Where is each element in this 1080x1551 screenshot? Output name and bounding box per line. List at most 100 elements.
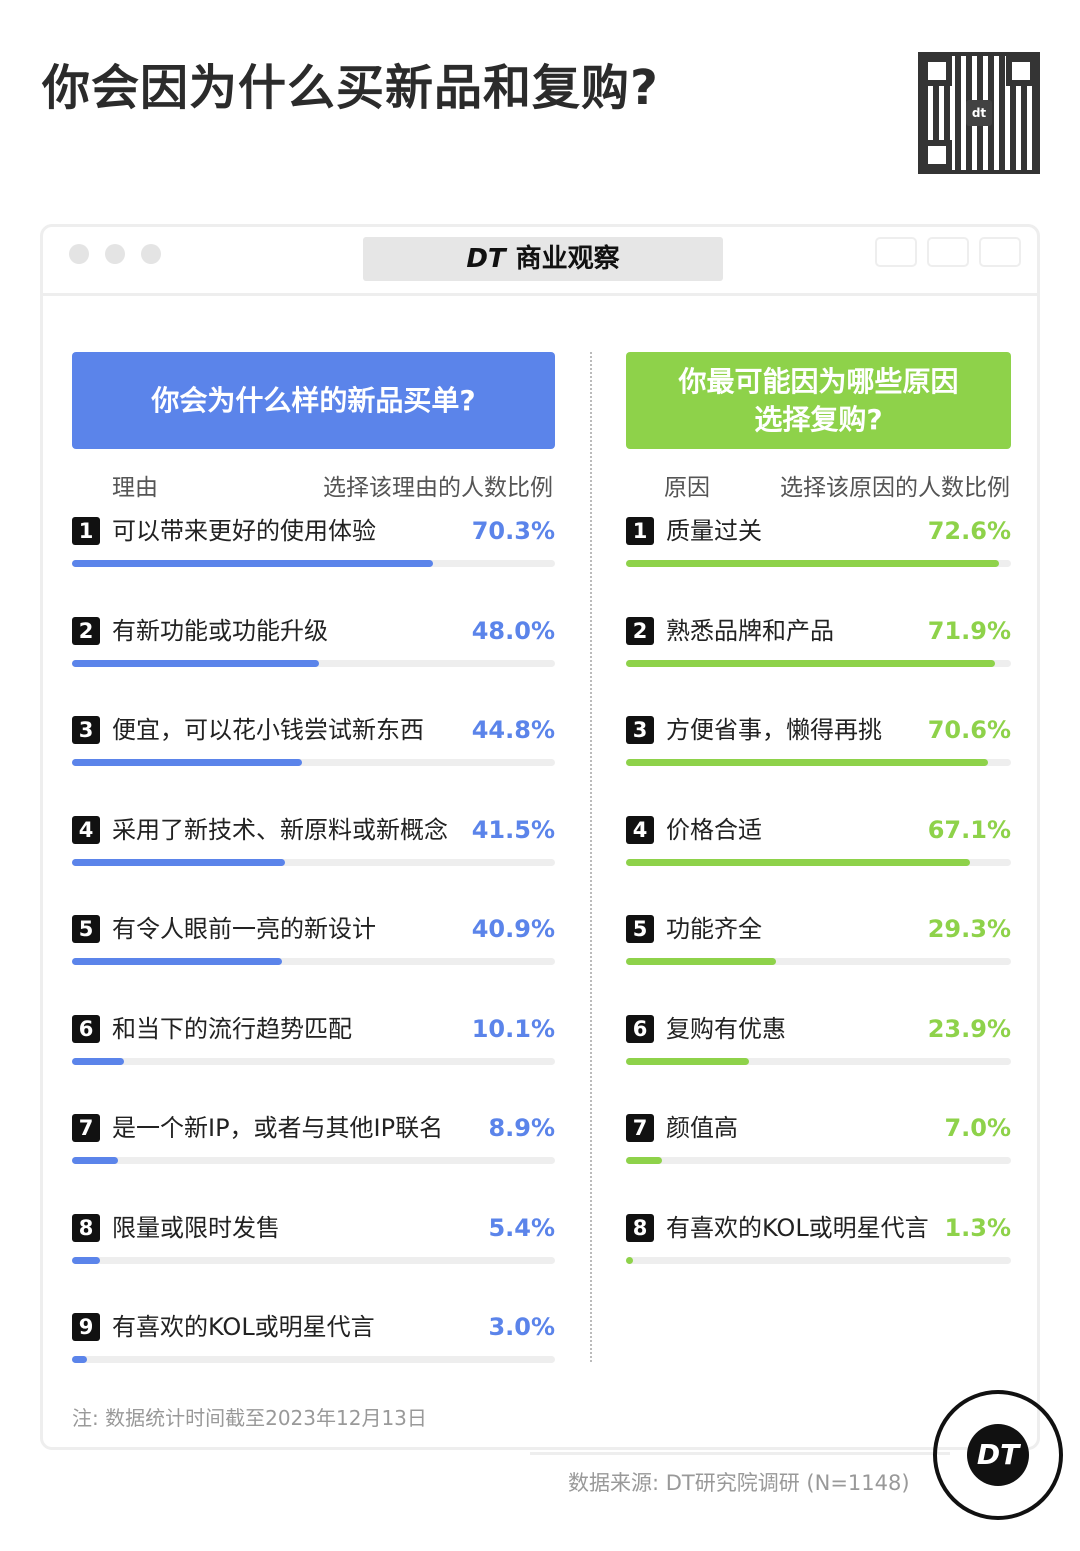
bar-track <box>626 1256 1011 1264</box>
rank-badge: 1 <box>626 517 654 545</box>
left-bar-row: 2 有新功能或功能升级 48.0% <box>72 614 555 667</box>
bar <box>626 560 999 567</box>
bar-track <box>626 659 1011 667</box>
bar <box>626 858 971 866</box>
value-label: 23.9% <box>927 1014 1011 1043</box>
qr-finder <box>922 56 952 86</box>
qr-code: dt <box>918 52 1040 174</box>
close-icon <box>69 244 89 264</box>
value-label: 67.1% <box>927 815 1011 844</box>
right-bar-row: 3 方便省事，懒得再挑 70.6% <box>626 713 1011 766</box>
value-label: 40.9% <box>471 915 555 943</box>
right-bar-row: 4 价格合适 67.1% <box>626 813 1011 866</box>
bar <box>626 958 777 965</box>
qr-finder <box>1006 56 1036 86</box>
category-label: 质量过关 <box>666 517 762 545</box>
rank-badge: 6 <box>72 1014 100 1043</box>
bar-track <box>72 1157 555 1164</box>
value-label: 48.0% <box>471 616 555 645</box>
left-panel-title: 你会为什么样的新品买单? <box>72 352 555 449</box>
value-label: 1.3% <box>944 1213 1011 1242</box>
brand-name: 商业观察 <box>515 244 620 274</box>
bar-track <box>72 659 555 667</box>
bar-track <box>626 560 1011 567</box>
brand-logo: DT <box>466 244 506 274</box>
value-label: 71.9% <box>927 616 1011 645</box>
right-bar-row: 1 质量过关 72.6% <box>626 514 1011 567</box>
bar <box>72 560 434 567</box>
category-label: 有令人眼前一亮的新设计 <box>112 915 376 943</box>
share-icon <box>927 237 969 267</box>
bar-track <box>72 560 555 567</box>
bar <box>626 759 989 766</box>
source-divider <box>530 1452 950 1455</box>
value-label: 8.9% <box>488 1114 555 1142</box>
category-label: 可以带来更好的使用体验 <box>112 517 376 545</box>
value-label: 10.1% <box>471 1014 555 1043</box>
badge-logo-text: DT <box>967 1424 1029 1486</box>
left-bar-row: 5 有令人眼前一亮的新设计 40.9% <box>72 912 555 965</box>
category-label: 熟悉品牌和产品 <box>666 616 834 645</box>
category-label: 颜值高 <box>666 1114 738 1142</box>
rank-badge: 9 <box>72 1313 100 1341</box>
left-bar-row: 7 是一个新IP，或者与其他IP联名 8.9% <box>72 1111 555 1164</box>
right-bar-row: 2 熟悉品牌和产品 71.9% <box>626 614 1011 667</box>
category-label: 有喜欢的KOL或明星代言 <box>666 1213 929 1242</box>
rank-badge: 2 <box>72 616 100 645</box>
rank-badge: 4 <box>626 815 654 844</box>
rank-badge: 3 <box>72 716 100 744</box>
dt-badge-logo: DT <box>933 1390 1063 1520</box>
rank-badge: 5 <box>72 915 100 943</box>
category-label: 有新功能或功能升级 <box>112 616 328 645</box>
bar-track <box>72 958 555 965</box>
bar <box>72 858 286 866</box>
right-col-header-ratio: 选择该原因的人数比例 <box>780 475 1010 501</box>
right-bar-row: 5 功能齐全 29.3% <box>626 912 1011 965</box>
maximize-icon <box>141 244 161 264</box>
rank-badge: 8 <box>626 1213 654 1242</box>
bar-track <box>72 1356 555 1363</box>
category-label: 和当下的流行趋势匹配 <box>112 1014 352 1043</box>
bar-track <box>626 1157 1011 1164</box>
value-label: 41.5% <box>471 815 555 844</box>
category-label: 复购有优惠 <box>666 1014 786 1043</box>
left-col-header-ratio: 选择该理由的人数比例 <box>323 475 553 501</box>
value-label: 5.4% <box>488 1213 555 1242</box>
bar <box>626 1157 662 1164</box>
browser-window-frame: DT 商业观察 <box>40 224 1040 1450</box>
category-label: 是一个新IP，或者与其他IP联名 <box>112 1114 444 1142</box>
bar <box>626 659 996 667</box>
value-label: 70.3% <box>471 517 555 545</box>
right-bar-row: 7 颜值高 7.0% <box>626 1111 1011 1164</box>
left-bar-row: 9 有喜欢的KOL或明星代言 3.0% <box>72 1310 555 1363</box>
rank-badge: 5 <box>626 915 654 943</box>
left-bar-row: 3 便宜，可以花小钱尝试新东西 44.8% <box>72 713 555 766</box>
right-col-header-reason: 原因 <box>664 475 710 501</box>
bar-track <box>626 958 1011 965</box>
category-label: 有喜欢的KOL或明星代言 <box>112 1313 375 1341</box>
bar <box>72 1157 118 1164</box>
qr-logo: dt <box>966 100 992 126</box>
value-label: 3.0% <box>488 1313 555 1341</box>
value-label: 7.0% <box>944 1114 1011 1142</box>
bar <box>626 1256 633 1264</box>
page-title: 你会因为什么买新品和复购? <box>42 60 659 116</box>
right-bar-row: 8 有喜欢的KOL或明星代言 1.3% <box>626 1211 1011 1264</box>
left-bar-row: 6 和当下的流行趋势匹配 10.1% <box>72 1012 555 1065</box>
minimize-icon <box>105 244 125 264</box>
value-label: 70.6% <box>927 716 1011 744</box>
window-icon <box>979 237 1021 267</box>
left-col-header-reason: 理由 <box>112 475 158 501</box>
category-label: 便宜，可以花小钱尝试新东西 <box>112 716 424 744</box>
bar <box>72 958 283 965</box>
bar <box>72 1256 100 1264</box>
bar-track <box>72 858 555 866</box>
bar <box>72 659 319 667</box>
bar-track <box>626 1057 1011 1065</box>
left-bar-row: 8 限量或限时发售 5.4% <box>72 1211 555 1264</box>
data-source: 数据来源: DT研究院调研 (N=1148) <box>568 1471 910 1495</box>
rank-badge: 2 <box>626 616 654 645</box>
bar-track <box>626 759 1011 766</box>
record-icon <box>875 237 917 267</box>
